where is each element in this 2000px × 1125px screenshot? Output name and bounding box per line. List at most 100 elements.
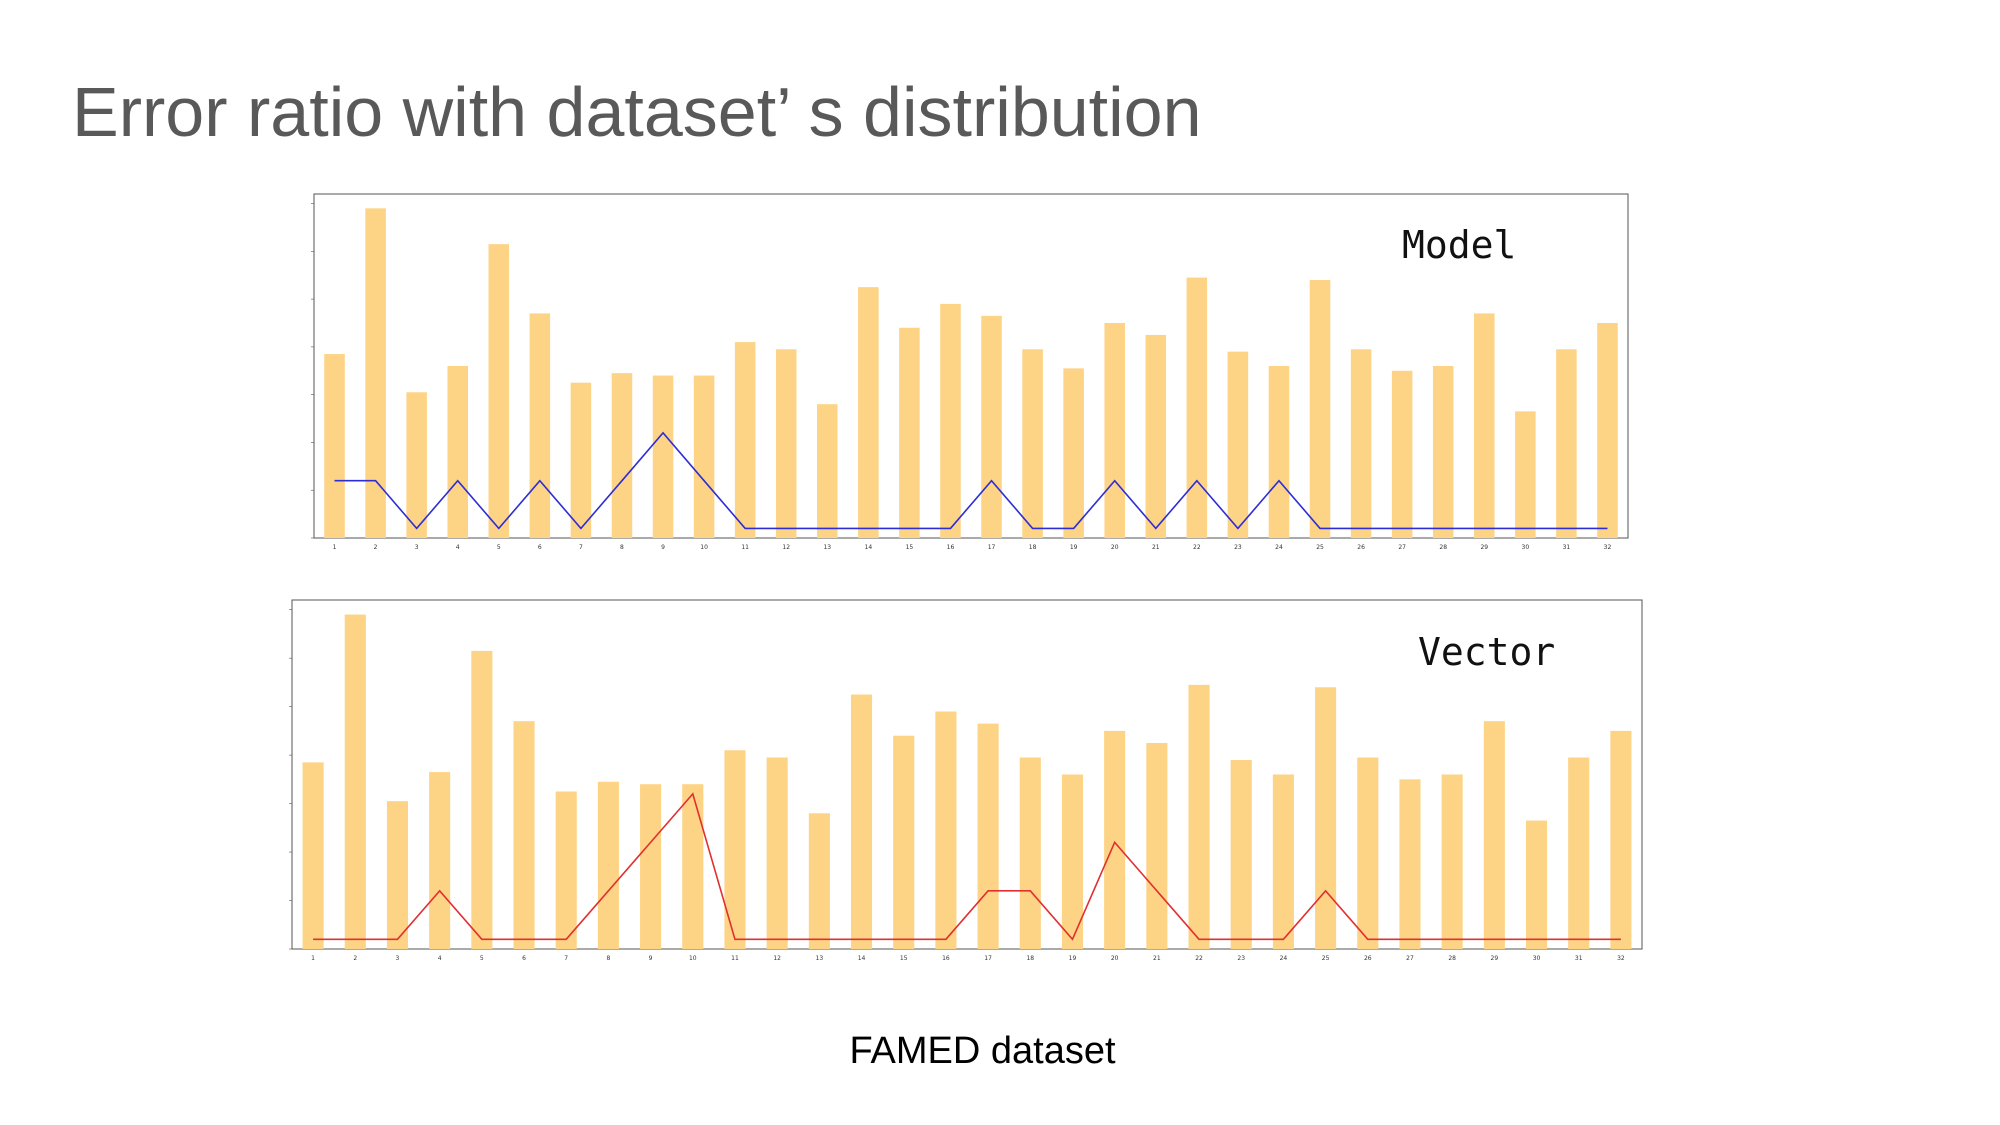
bar bbox=[1391, 370, 1413, 538]
bar bbox=[893, 735, 915, 949]
x-tick-label: 14 bbox=[865, 544, 873, 551]
x-tick-label: 13 bbox=[823, 544, 831, 551]
bar bbox=[858, 287, 879, 538]
bar bbox=[344, 614, 366, 949]
bar bbox=[447, 366, 468, 538]
bar bbox=[1597, 323, 1618, 538]
x-tick-label: 22 bbox=[1193, 544, 1201, 551]
bar bbox=[529, 313, 551, 538]
bar bbox=[640, 784, 662, 949]
x-tick-label: 15 bbox=[906, 544, 914, 551]
bar bbox=[693, 375, 715, 538]
bar bbox=[1104, 730, 1126, 949]
slide-title: Error ratio with dataset’ s distribution bbox=[72, 73, 1202, 151]
bar bbox=[1441, 774, 1463, 949]
bar bbox=[1315, 687, 1337, 949]
bar bbox=[1272, 774, 1294, 949]
bar bbox=[1556, 349, 1577, 538]
x-tick-label: 32 bbox=[1617, 955, 1625, 962]
x-tick-label: 28 bbox=[1439, 544, 1447, 551]
vector-chart-svg: 1 2 3 4 5 6 7 8 9 10 11 12 13 14 15 16 17 18 19 20 21 22 23 24 2… bbox=[289, 599, 1643, 962]
bar bbox=[1432, 366, 1454, 538]
x-tick-label: 9 bbox=[661, 544, 665, 551]
bar bbox=[724, 750, 746, 949]
chart-label: Vector bbox=[1418, 630, 1555, 674]
x-tick-label: 18 bbox=[1026, 955, 1034, 962]
x-tick-label: 28 bbox=[1448, 955, 1456, 962]
model-chart: 1 2 3 4 5 6 7 8 9 10 11 12 13 14 15 16 17 18 19 20 21 22 23 24 2… bbox=[310, 192, 1630, 552]
x-tick-label: 23 bbox=[1234, 544, 1242, 551]
x-tick-label: 20 bbox=[1111, 955, 1119, 962]
x-tick-label: 21 bbox=[1152, 544, 1160, 551]
bar bbox=[429, 772, 451, 949]
x-tick-label: 32 bbox=[1604, 544, 1612, 551]
x-tick-label: 3 bbox=[396, 955, 400, 962]
dataset-caption: FAMED dataset bbox=[849, 1030, 1116, 1072]
x-tick-label: 22 bbox=[1195, 955, 1203, 962]
x-tick-label: 29 bbox=[1491, 955, 1499, 962]
x-tick-label: 3 bbox=[415, 544, 419, 551]
plot-frame bbox=[313, 193, 1629, 539]
x-tick-label: 31 bbox=[1563, 544, 1571, 551]
x-tick-label: 1 bbox=[333, 544, 337, 551]
bar bbox=[940, 303, 961, 538]
x-tick-label: 24 bbox=[1280, 955, 1288, 962]
bar bbox=[1474, 313, 1495, 538]
x-tick-label: 19 bbox=[1070, 544, 1078, 551]
bar bbox=[1019, 757, 1041, 949]
x-tick-label: 15 bbox=[900, 955, 908, 962]
bar bbox=[1146, 742, 1168, 949]
bar bbox=[1525, 820, 1548, 949]
bar bbox=[682, 784, 704, 949]
error-ratio-line bbox=[313, 792, 1621, 941]
x-tick-label: 23 bbox=[1237, 955, 1245, 962]
x-tick-label: 7 bbox=[579, 544, 583, 551]
bar bbox=[1145, 334, 1167, 538]
bar bbox=[652, 375, 674, 538]
x-tick-label: 25 bbox=[1322, 955, 1330, 962]
bar bbox=[766, 757, 788, 949]
x-tick-label: 17 bbox=[984, 955, 992, 962]
bar bbox=[1061, 774, 1084, 949]
bar bbox=[365, 208, 386, 539]
x-tick-label: 8 bbox=[620, 544, 624, 551]
bar bbox=[1227, 351, 1249, 538]
bar bbox=[775, 349, 797, 538]
x-tick-label: 16 bbox=[947, 544, 955, 551]
x-tick-label: 18 bbox=[1029, 544, 1037, 551]
x-tick-label: 21 bbox=[1153, 955, 1161, 962]
vector-chart: 1 2 3 4 5 6 7 8 9 10 11 12 13 14 15 16 17 18 19 20 21 22 23 24 2… bbox=[288, 598, 1644, 963]
x-tick-label: 26 bbox=[1364, 955, 1372, 962]
bar bbox=[1104, 323, 1125, 538]
x-tick-label: 5 bbox=[497, 544, 501, 551]
x-tick-label: 13 bbox=[816, 955, 824, 962]
x-tick-label: 19 bbox=[1069, 955, 1077, 962]
x-tick-label: 5 bbox=[480, 955, 484, 962]
bar bbox=[488, 244, 510, 538]
bar bbox=[406, 392, 427, 538]
x-tick-label: 11 bbox=[731, 955, 739, 962]
bar bbox=[734, 342, 756, 538]
bar bbox=[850, 694, 873, 949]
error-ratio-line bbox=[334, 431, 1608, 530]
bar bbox=[1188, 684, 1210, 949]
bar bbox=[1568, 757, 1590, 949]
x-tick-label: 17 bbox=[988, 544, 996, 551]
bar bbox=[808, 813, 830, 949]
bar bbox=[597, 781, 619, 949]
x-tick-label: 30 bbox=[1533, 955, 1541, 962]
x-tick-label: 8 bbox=[606, 955, 610, 962]
x-tick-label: 4 bbox=[438, 955, 442, 962]
chart-label: Model bbox=[1402, 223, 1516, 267]
x-tick-label: 6 bbox=[538, 544, 542, 551]
bar bbox=[1309, 280, 1331, 538]
x-tick-label: 31 bbox=[1575, 955, 1583, 962]
x-tick-label: 2 bbox=[374, 544, 378, 551]
bar bbox=[1515, 411, 1536, 538]
x-tick-label: 27 bbox=[1406, 955, 1414, 962]
bar bbox=[1268, 366, 1290, 538]
bar bbox=[935, 711, 957, 949]
x-tick-label: 10 bbox=[689, 955, 697, 962]
bar bbox=[1357, 757, 1379, 949]
x-tick-label: 27 bbox=[1398, 544, 1406, 551]
